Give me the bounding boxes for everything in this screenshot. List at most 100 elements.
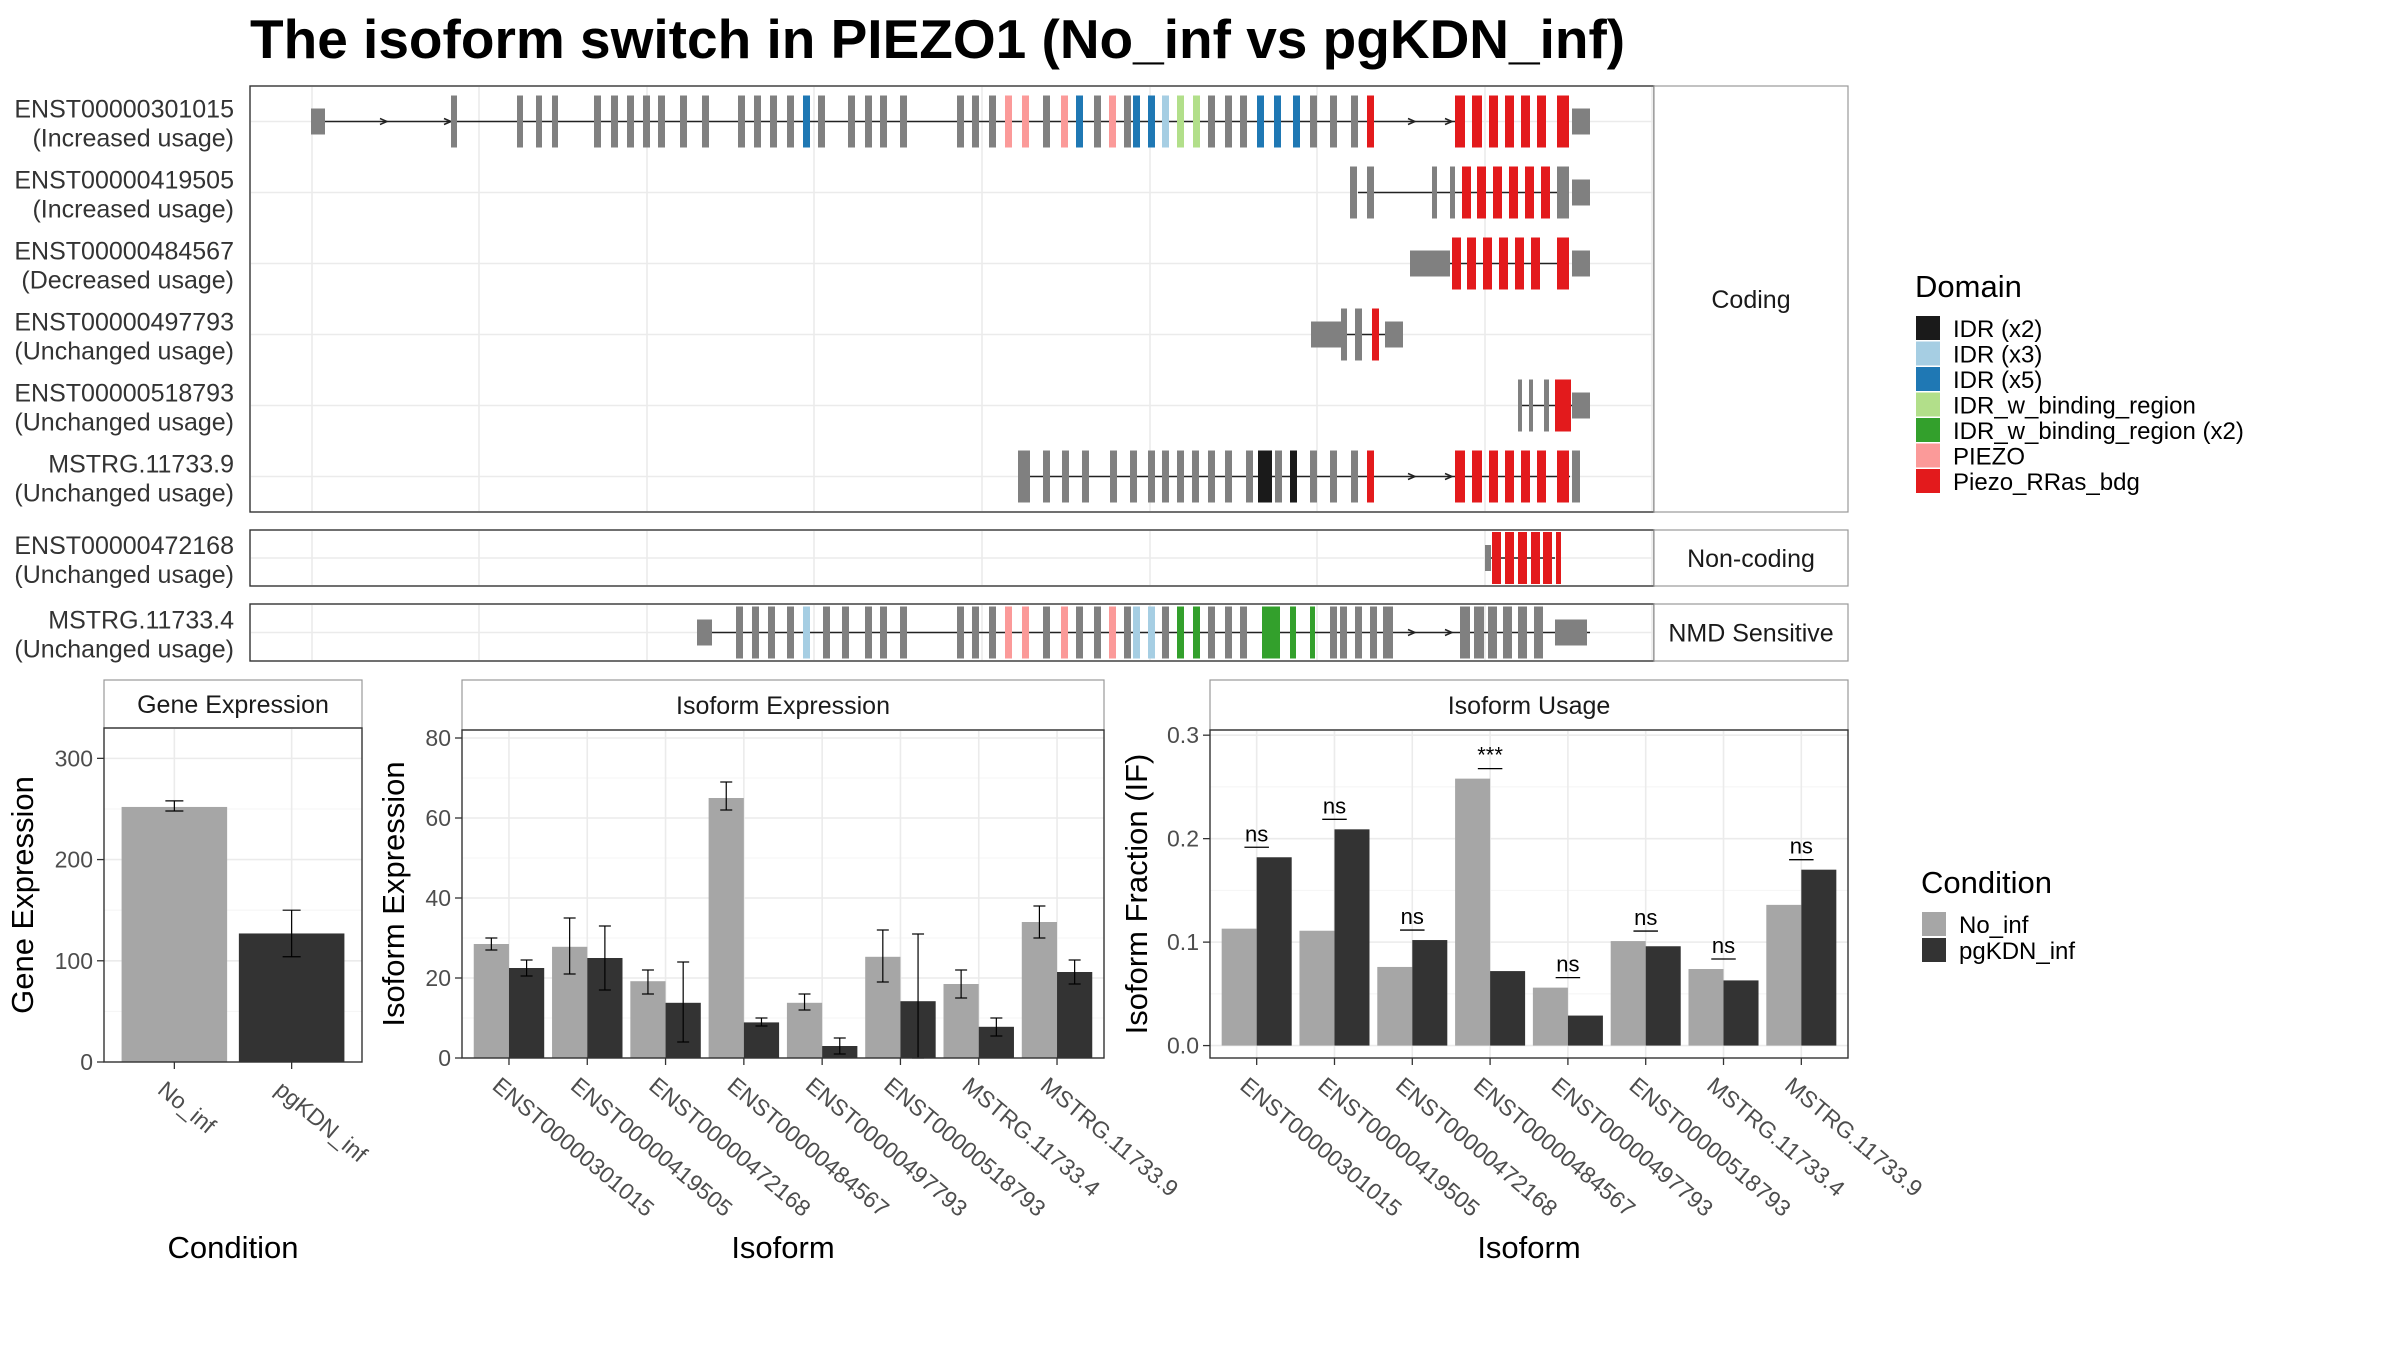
domain-legend-label: IDR_w_binding_region (x2) bbox=[1953, 418, 2244, 445]
isoform-expression-panel: Isoform Expression020406080ENST000003010… bbox=[376, 679, 1183, 1265]
x-axis-title: Isoform bbox=[731, 1230, 834, 1265]
bar bbox=[1299, 930, 1335, 1046]
structure-strip-label: NMD Sensitive bbox=[1668, 620, 1833, 648]
exon-block bbox=[1225, 95, 1232, 148]
domain-legend-swatch bbox=[1916, 367, 1940, 391]
exon-block bbox=[1192, 450, 1199, 503]
y-tick-label: 0 bbox=[80, 1049, 93, 1075]
exon-block bbox=[1043, 95, 1050, 148]
exon-block bbox=[1246, 450, 1253, 503]
exon-block bbox=[1124, 606, 1131, 659]
exon-block bbox=[1531, 532, 1540, 584]
isoform-usage-label: (Unchanged usage) bbox=[14, 409, 234, 437]
intron-direction-arrow bbox=[1444, 472, 1454, 481]
significance-label: ns bbox=[1323, 793, 1346, 818]
exon-block bbox=[1557, 166, 1569, 219]
exon-block bbox=[1262, 606, 1280, 659]
exon-block bbox=[1082, 450, 1089, 503]
figure-title: The isoform switch in PIEZO1 (No_inf vs … bbox=[250, 8, 1625, 70]
exon-block bbox=[1177, 606, 1184, 659]
exon-block bbox=[1310, 606, 1315, 659]
exon-block bbox=[1133, 606, 1140, 659]
isoform-usage-label: (Increased usage) bbox=[32, 196, 234, 224]
bar bbox=[1723, 980, 1759, 1046]
exon-block bbox=[1162, 450, 1169, 503]
bar bbox=[1221, 928, 1257, 1046]
x-tick-label: pgKDN_inf bbox=[270, 1076, 372, 1168]
exon-block bbox=[680, 95, 687, 148]
structure-strip-0 bbox=[1653, 85, 1849, 513]
structure-strip-label: Non-coding bbox=[1687, 545, 1815, 573]
exon-block bbox=[1148, 606, 1155, 659]
exon-block bbox=[1489, 450, 1498, 503]
y-axis-title: Isoform Fraction (IF) bbox=[1119, 754, 1154, 1035]
panel-strip bbox=[1209, 679, 1849, 731]
exon-block bbox=[1472, 95, 1482, 148]
y-tick-label: 40 bbox=[425, 885, 451, 911]
exon-block bbox=[1557, 237, 1569, 290]
exon-block bbox=[1557, 95, 1569, 148]
exon-block bbox=[1022, 95, 1029, 148]
exon-block bbox=[989, 95, 996, 148]
exon-block bbox=[1177, 95, 1184, 148]
exon-block bbox=[1162, 95, 1169, 148]
bar bbox=[1455, 778, 1491, 1046]
y-axis-title: Gene Expression bbox=[5, 776, 40, 1014]
condition-legend-label: No_inf bbox=[1959, 912, 2029, 939]
isoform-usage-panel: Isoform Usage 0.0 0.1 0.2 0.3 ns ns ns *** ns ns ns… bbox=[1119, 679, 1928, 1265]
exon-block bbox=[1355, 308, 1362, 361]
exon-block bbox=[770, 95, 777, 148]
domain-legend-label: IDR (x3) bbox=[1953, 342, 2042, 369]
domain-legend-swatch bbox=[1916, 392, 1940, 417]
exon-block bbox=[517, 95, 523, 148]
exon-block bbox=[536, 95, 542, 148]
exon-block bbox=[865, 95, 872, 148]
exon-block bbox=[1110, 450, 1117, 503]
bar bbox=[1645, 946, 1681, 1046]
exon-block bbox=[1094, 95, 1101, 148]
x-tick-label: No_inf bbox=[153, 1076, 221, 1139]
exon-block bbox=[1555, 379, 1571, 432]
bar bbox=[1412, 940, 1448, 1046]
panel-strip-title: Isoform Expression bbox=[676, 692, 890, 720]
domain-legend-label: PIEZO bbox=[1953, 444, 2025, 471]
exon-block bbox=[1240, 606, 1247, 659]
exon-block bbox=[1370, 606, 1377, 659]
exon-block bbox=[1529, 379, 1533, 432]
exon-block bbox=[1367, 166, 1374, 219]
exon-block bbox=[1505, 532, 1514, 584]
exon-block bbox=[1208, 95, 1215, 148]
exon-block bbox=[1367, 450, 1374, 503]
exon-block bbox=[1572, 179, 1590, 206]
exon-block bbox=[697, 619, 712, 646]
exon-block bbox=[1257, 95, 1264, 148]
panel-frame bbox=[103, 727, 363, 1063]
bar bbox=[743, 1022, 780, 1058]
exon-block bbox=[1525, 166, 1534, 219]
exon-block bbox=[1541, 166, 1550, 219]
structure-panel-0 bbox=[249, 85, 1655, 513]
exon-block bbox=[1432, 166, 1437, 219]
domain-legend-label: IDR (x5) bbox=[1953, 367, 2042, 394]
exon-block bbox=[1537, 95, 1546, 148]
y-tick-label: 0.0 bbox=[1167, 1033, 1199, 1059]
exon-block bbox=[1572, 392, 1590, 419]
isoform-usage-label: (Unchanged usage) bbox=[14, 480, 234, 508]
y-axis-title: Isoform Expression bbox=[376, 761, 411, 1026]
exon-block bbox=[1455, 95, 1465, 148]
y-tick-label: 0.2 bbox=[1167, 826, 1199, 852]
isoform-usage-label: (Unchanged usage) bbox=[14, 636, 234, 664]
exon-block bbox=[1572, 450, 1580, 503]
exon-block bbox=[1531, 237, 1540, 290]
exon-block bbox=[1177, 450, 1184, 503]
domain-legend-label: IDR (x2) bbox=[1953, 316, 2042, 343]
isoform-usage-label: (Decreased usage) bbox=[21, 267, 234, 295]
exon-block bbox=[1383, 606, 1393, 659]
condition-legend-swatch bbox=[1922, 912, 1946, 936]
exon-block bbox=[1505, 95, 1514, 148]
exon-block bbox=[738, 95, 745, 148]
exon-block bbox=[754, 95, 761, 148]
structure-strip-2 bbox=[1653, 603, 1849, 662]
isoform-id-label: ENST00000301015 bbox=[14, 96, 234, 124]
